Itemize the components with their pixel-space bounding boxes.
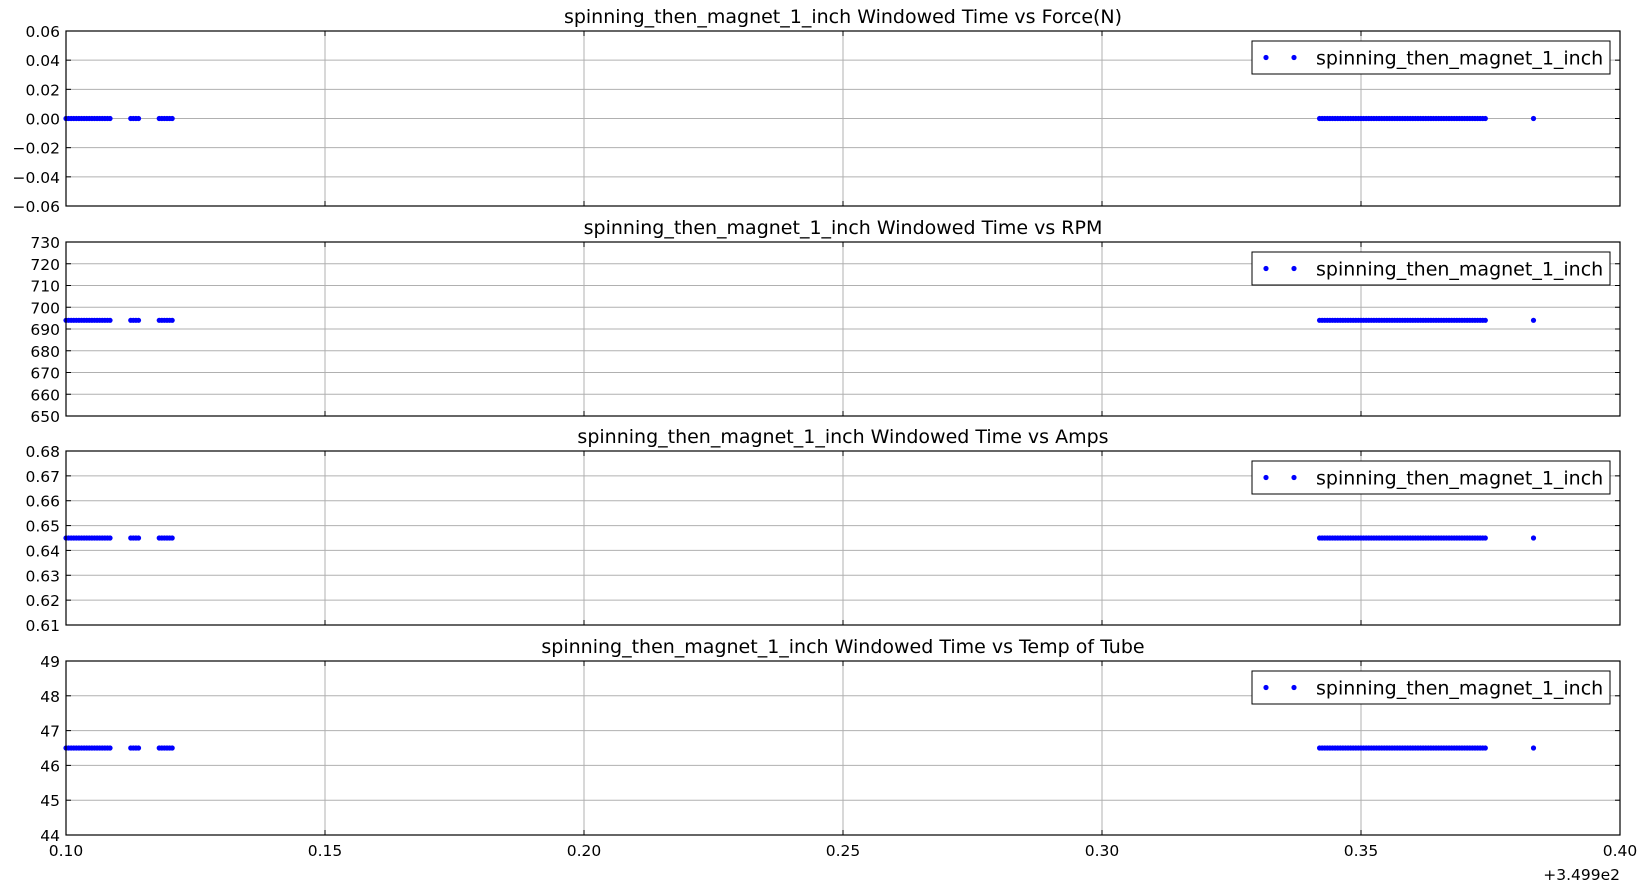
data-point bbox=[1482, 115, 1488, 122]
y-tick-label: 0.65 bbox=[25, 518, 60, 536]
data-point bbox=[1530, 115, 1537, 122]
y-tick-label: 0.02 bbox=[25, 81, 60, 99]
y-tick-label: 49 bbox=[40, 653, 60, 671]
legend-box bbox=[1251, 251, 1611, 286]
plot-frame bbox=[65, 241, 1621, 417]
y-tick-label: 700 bbox=[30, 299, 60, 317]
subplot-1: 0.06 0.04 0.02 0.00 −0.02 −0.04 −0.06 spinning_… bbox=[13, 6, 1621, 216]
y-tick-label: 660 bbox=[30, 386, 60, 404]
y-tick-label: 720 bbox=[30, 256, 60, 274]
legend-marker bbox=[1291, 474, 1297, 481]
subplot-3: 0.68 0.67 0.66 0.65 0.64 0.63 0.62 0.61 spinning… bbox=[25, 426, 1621, 635]
legend-label: spinning_then_magnet_1_inch bbox=[1316, 48, 1603, 70]
subplot-title: spinning_then_magnet_1_inch Windowed Tim… bbox=[564, 6, 1122, 28]
y-tick-label: 0.61 bbox=[25, 617, 60, 635]
legend-box bbox=[1251, 460, 1611, 495]
legend-marker bbox=[1291, 684, 1297, 691]
subplot-title: spinning_then_magnet_1_inch Windowed Tim… bbox=[584, 217, 1103, 239]
legend-marker bbox=[1291, 265, 1297, 272]
data-point bbox=[169, 535, 175, 541]
y-tick-label: −0.06 bbox=[13, 198, 61, 216]
y-tick-label: 690 bbox=[30, 321, 60, 339]
x-tick-label: 0.30 bbox=[1085, 842, 1120, 860]
y-tick-label: 710 bbox=[30, 278, 60, 296]
y-tick-label: 0.62 bbox=[25, 592, 60, 610]
x-tick-label: 0.35 bbox=[1344, 842, 1379, 860]
x-axis-offset-label: +3.499e2 bbox=[1543, 866, 1620, 884]
plot-frame bbox=[65, 450, 1621, 626]
y-tick-label: 730 bbox=[30, 234, 60, 252]
legend-marker bbox=[1291, 54, 1297, 61]
data-point bbox=[1530, 745, 1537, 751]
y-tick-label: 47 bbox=[40, 723, 60, 741]
y-tick-label: 0.67 bbox=[25, 468, 60, 486]
data-point bbox=[169, 115, 175, 122]
y-tick-label: 0.68 bbox=[25, 443, 60, 461]
y-tick-label: −0.02 bbox=[13, 140, 61, 158]
data-point bbox=[107, 317, 113, 323]
y-tick-label: 44 bbox=[40, 827, 60, 845]
x-tick-label: 0.15 bbox=[308, 842, 343, 860]
legend-marker bbox=[1263, 684, 1269, 691]
legend-box bbox=[1251, 40, 1611, 75]
data-point bbox=[135, 745, 142, 751]
y-tick-label: −0.04 bbox=[13, 169, 61, 187]
x-tick-label: 0.40 bbox=[1603, 842, 1638, 860]
y-tick-label: 670 bbox=[30, 365, 60, 383]
plot-frame bbox=[65, 30, 1621, 207]
data-point bbox=[107, 535, 113, 541]
y-tick-label: 48 bbox=[40, 688, 60, 706]
legend-box bbox=[1251, 670, 1611, 705]
legend-label: spinning_then_magnet_1_inch bbox=[1316, 678, 1603, 700]
data-point bbox=[169, 317, 175, 323]
subplot-title: spinning_then_magnet_1_inch Windowed Tim… bbox=[577, 426, 1108, 448]
data-point bbox=[1482, 317, 1488, 323]
data-point bbox=[135, 115, 142, 122]
data-point bbox=[1482, 745, 1488, 751]
legend-marker bbox=[1263, 265, 1269, 272]
legend: spinning_then_magnet_1_inch bbox=[1251, 670, 1611, 705]
y-tick-label: 46 bbox=[40, 757, 60, 775]
data-point bbox=[107, 115, 113, 122]
y-tick-label: 0.06 bbox=[25, 23, 60, 41]
x-tick-label: 0.10 bbox=[49, 842, 84, 860]
y-tick-label: 650 bbox=[30, 408, 60, 426]
data-point bbox=[135, 535, 142, 541]
data-point bbox=[107, 745, 113, 751]
data-point bbox=[169, 745, 175, 751]
y-tick-label: 0.66 bbox=[25, 493, 60, 511]
data-point bbox=[1482, 535, 1488, 541]
legend-label: spinning_then_magnet_1_inch bbox=[1316, 259, 1603, 281]
subplot-4: 49 48 47 46 45 44 spinning_then_magnet_1_inch … bbox=[40, 636, 1637, 860]
y-tick-label: 0.00 bbox=[25, 111, 60, 129]
subplot-title: spinning_then_magnet_1_inch Windowed Tim… bbox=[541, 636, 1144, 658]
x-tick-label: 0.25 bbox=[826, 842, 861, 860]
x-tick-label: 0.20 bbox=[567, 842, 602, 860]
legend-label: spinning_then_magnet_1_inch bbox=[1316, 468, 1603, 490]
subplots-group: 0.06 0.04 0.02 0.00 −0.02 −0.04 −0.06 spinning_… bbox=[13, 6, 1638, 860]
data-point bbox=[1530, 535, 1537, 541]
y-tick-label: 0.04 bbox=[25, 52, 60, 70]
data-point bbox=[135, 317, 142, 323]
legend: spinning_then_magnet_1_inch bbox=[1251, 40, 1611, 75]
y-tick-label: 0.63 bbox=[25, 567, 60, 585]
legend: spinning_then_magnet_1_inch bbox=[1251, 460, 1611, 495]
subplot-2: 730 720 710 700 690 680 670 660 650 spinning_then… bbox=[30, 217, 1621, 426]
legend-marker bbox=[1263, 474, 1269, 481]
y-tick-label: 45 bbox=[40, 792, 60, 810]
legend-marker bbox=[1263, 54, 1269, 61]
y-tick-label: 0.64 bbox=[25, 542, 60, 560]
legend: spinning_then_magnet_1_inch bbox=[1251, 251, 1611, 286]
y-tick-label: 680 bbox=[30, 343, 60, 361]
plot-frame bbox=[65, 660, 1621, 836]
data-point bbox=[1530, 317, 1537, 323]
